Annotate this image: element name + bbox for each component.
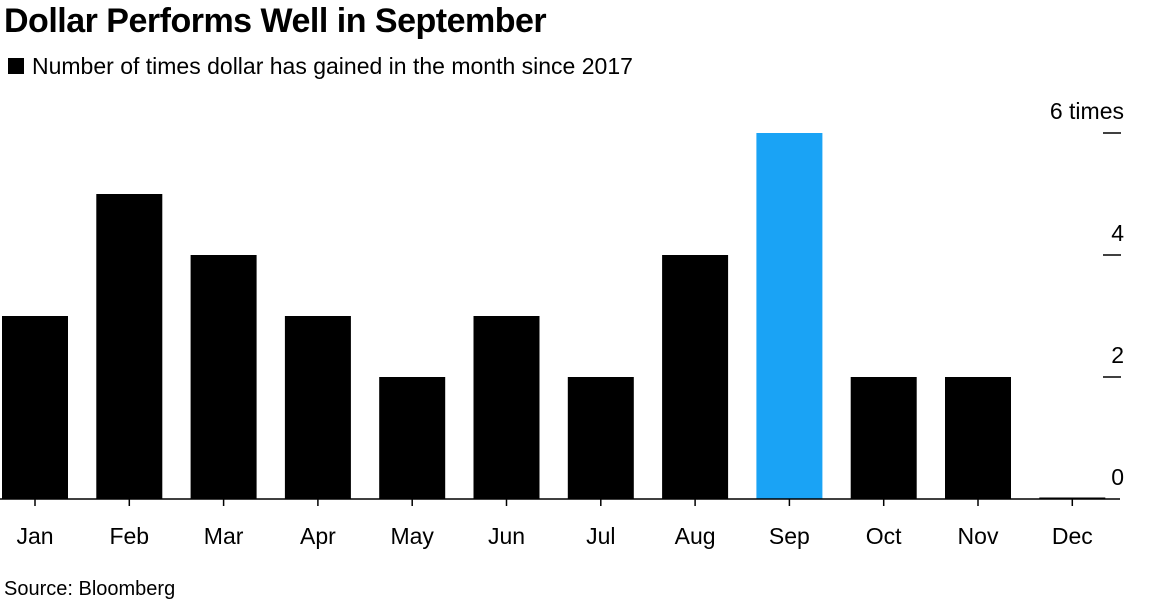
y-tick-label-6: 6 times [1050,98,1124,124]
bar-jan [2,316,68,499]
x-tick-label-apr: Apr [300,523,336,549]
x-tick-label-jul: Jul [586,523,615,549]
bar-oct [850,377,917,499]
chart-legend: Number of times dollar has gained in the… [8,52,633,80]
bar-mar [190,255,257,499]
bar-feb [96,194,163,499]
x-tick-label-jan: Jan [16,523,53,549]
chart-title: Dollar Performs Well in September [4,2,547,40]
bar-apr [284,316,351,499]
y-tick-label-2: 2 [1111,342,1124,368]
legend-label: Number of times dollar has gained in the… [32,52,633,79]
bar-jul [567,377,634,499]
y-tick-label-4: 4 [1111,220,1124,246]
bar-sep [756,133,823,499]
x-tick-label-aug: Aug [675,523,716,549]
x-tick-label-may: May [390,523,434,549]
bar-may [379,377,446,499]
x-tick-label-nov: Nov [958,523,999,549]
legend-swatch [8,58,24,74]
bar-aug [662,255,729,499]
source-note: Source: Bloomberg [4,578,176,600]
y-tick-label-0: 0 [1111,464,1124,490]
bar-jun [473,316,540,499]
bar-nov [945,377,1011,499]
x-tick-label-sep: Sep [769,523,810,549]
x-tick-label-oct: Oct [866,523,902,549]
x-tick-label-mar: Mar [204,523,244,549]
x-tick-label-feb: Feb [109,523,149,549]
x-tick-label-jun: Jun [488,523,525,549]
x-tick-label-dec: Dec [1052,523,1093,549]
